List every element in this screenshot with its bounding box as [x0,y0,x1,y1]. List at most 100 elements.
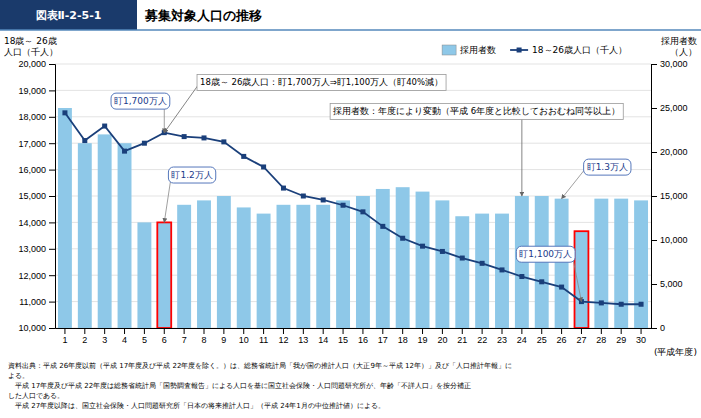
chart: 図表Ⅱ-2-5-1募集対象人口の推移10,00011,00012,00013,0… [0,0,701,418]
tick-label: 24 [517,335,527,345]
tick-mark [561,328,562,334]
tick-mark [104,328,105,334]
annotation-box [168,167,215,183]
tick-mark [124,328,125,334]
tick-mark [651,196,657,197]
tick: 3 [102,328,107,345]
tick-mark [49,143,55,144]
tick: 17 [378,328,388,345]
tick: 28 [596,328,606,345]
bar [98,134,112,328]
tick: 1 [62,328,67,345]
tick: 27 [576,328,586,345]
tick-mark [144,328,145,334]
tick-label: 16 [358,335,368,345]
tick-mark [382,328,383,334]
tick: 15,000 [18,191,55,201]
tick: 13 [298,328,308,345]
tick: 22 [477,328,487,345]
source-line: よる。 [8,372,29,380]
line-marker [539,279,544,284]
tick: 30 [636,328,646,345]
tick-mark [84,328,85,334]
tick: 15,000 [651,191,688,201]
tick: 12 [278,328,288,345]
tick-label: 22 [477,335,487,345]
tick: 18 [398,328,408,345]
line-marker [599,300,604,305]
tick: 14,000 [18,218,55,228]
tick: 10,000 [18,323,55,333]
tick-label: 0 [660,323,665,333]
tick-label: 2 [82,335,87,345]
y-axis-right: 05,00010,00015,00020,00025,00030,000 [651,59,688,333]
tick: 11,000 [19,297,55,307]
tick-mark [651,284,657,285]
tick-mark [49,249,55,250]
annotation: 盯1,700万人 [111,93,170,133]
tick-mark [462,328,463,334]
tick-mark [204,328,205,334]
annotation: 盯1.3万人 [562,159,631,199]
tick-label: 11 [259,335,268,345]
annotation: 採用者数：年度により変動（平成 6年度と比較しておおむね同等以上） [330,103,623,196]
line-marker [519,274,524,279]
axis-titles: 18歳～ 26歳人口（千人）採用者数（人）(平成年度) [4,36,697,357]
tick-mark [49,90,55,91]
tick: 20 [437,328,447,345]
tick: 26 [557,328,567,345]
y-axis-title: 人口（千人） [4,47,58,57]
y-axis-title: 18歳～ 26歳 [4,36,57,46]
plot-area [58,108,648,328]
line-marker [460,256,465,261]
tick-label: 19 [418,335,428,345]
annotation-box [516,246,575,262]
tick-mark [651,64,657,65]
tick: 20,000 [18,59,55,69]
tick-label: 19,000 [18,86,46,96]
legend-label: 採用者数 [460,45,496,55]
legend: 採用者数18～26歳人口（千人） [442,45,627,55]
bar [416,192,430,328]
bar [237,207,251,328]
tick-label: 20 [437,335,447,345]
bar [197,200,211,328]
bar [137,222,151,328]
x-axis-title: (平成年度) [654,347,697,357]
line-marker [241,154,246,159]
tick-label: 10,000 [18,323,46,333]
line-marker [321,197,326,202]
line-marker [360,209,365,214]
tick-label: 23 [497,335,507,345]
annotation-text: 盯1.2万人 [171,170,212,180]
bar [634,200,648,328]
y-axis-left: 10,00011,00012,00013,00014,00015,00016,0… [18,59,55,333]
tick-label: 13 [298,335,308,345]
tick-mark [223,328,224,334]
bar [316,205,330,328]
annotation-arrow [164,82,200,132]
line-marker [281,186,286,191]
bar [157,222,171,328]
annotation-box [197,74,446,90]
tick: 5,000 [651,279,683,289]
line-marker [142,141,147,146]
tick: 10 [239,328,249,345]
grid-line [55,196,651,197]
tick-label: 12 [278,335,288,345]
bar [296,205,310,328]
tick: 8 [201,328,206,345]
tick-label: 21 [457,335,467,345]
line-marker [619,302,624,307]
bar [336,200,350,328]
source-line: 平成 27年度以降は、国立社会保険・人口問題研究所「日本の将来推計人口」（平成 … [8,402,385,410]
bar [257,214,271,328]
line-marker [221,139,226,144]
tick: 24 [517,328,527,345]
tick-mark [651,108,657,109]
tick-label: 15,000 [660,191,688,201]
tick-label: 6 [162,335,167,345]
tick: 5 [142,328,147,345]
bar [58,108,72,328]
annotation-arrow [562,167,587,199]
